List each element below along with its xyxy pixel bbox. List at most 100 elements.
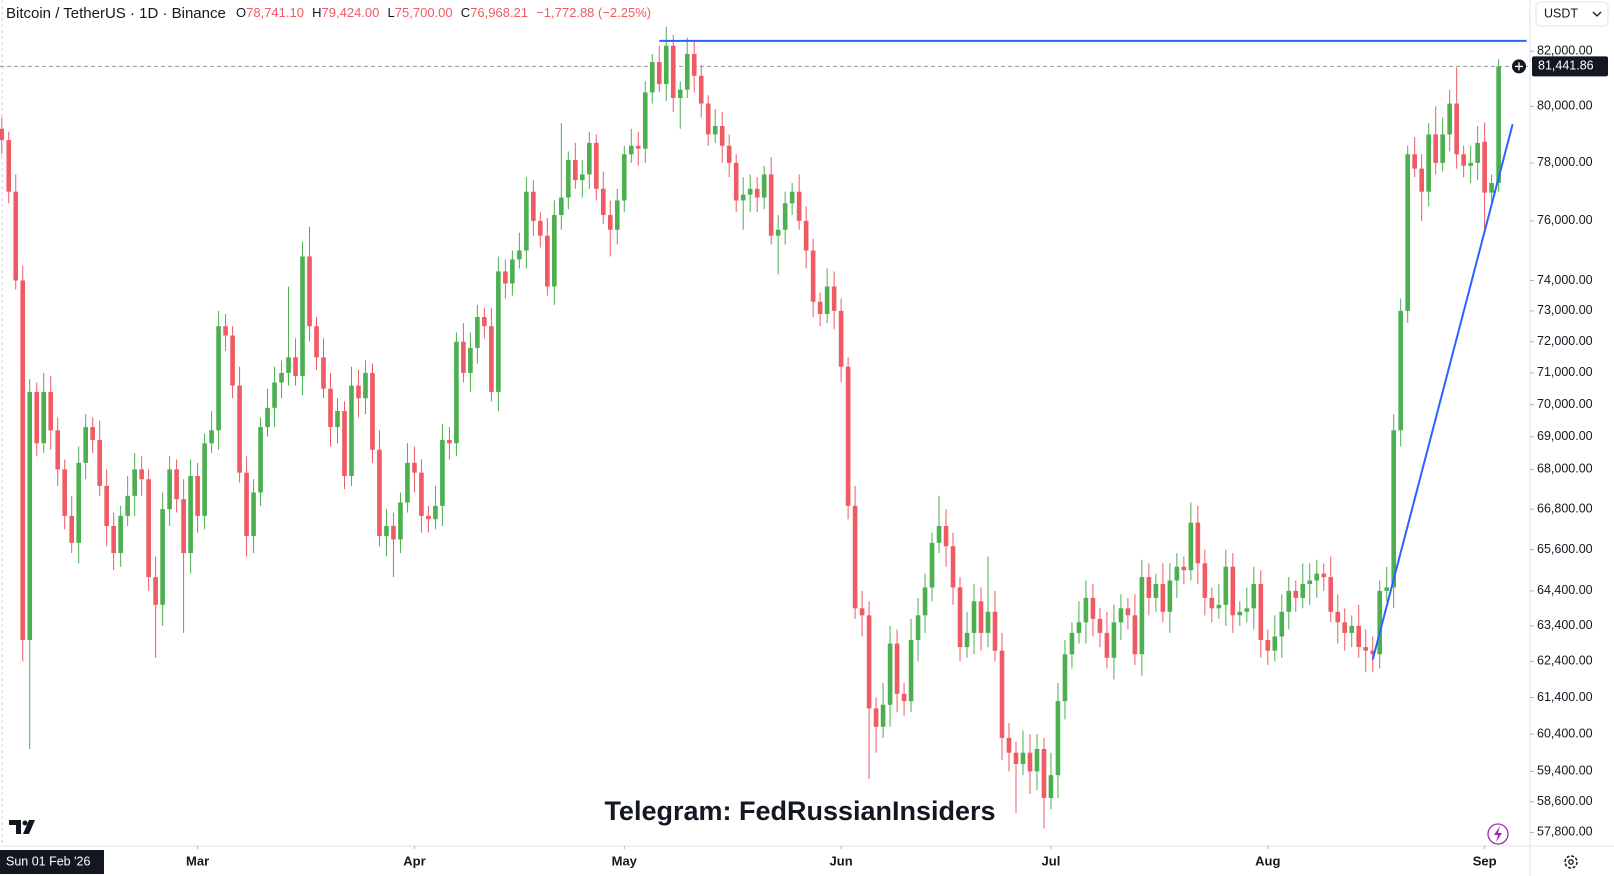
candle-body (586, 142, 592, 175)
gear[interactable] (1564, 855, 1578, 869)
candle-body (314, 326, 319, 358)
candle-body (167, 469, 172, 510)
candle-body (1090, 597, 1096, 619)
candle-body (670, 45, 676, 98)
candle-body (887, 643, 893, 705)
candle-body (929, 542, 935, 588)
candle-body (698, 75, 704, 104)
candle-body (1216, 604, 1222, 609)
candle-body (69, 515, 75, 543)
symbol-title: Bitcoin / TetherUS · 1D · Binance (6, 5, 226, 22)
candle-body (1118, 608, 1124, 623)
candle-body (258, 427, 263, 493)
candle-body (999, 650, 1005, 738)
candle-body (1391, 430, 1397, 588)
candle-body (971, 601, 977, 633)
candle-body (370, 372, 375, 450)
candle-body (419, 472, 424, 516)
candle-body (1482, 141, 1487, 193)
x-tick-label: Sep (1473, 853, 1497, 868)
logo-dot (22, 820, 28, 826)
watermark: Telegram: FedRussianInsiders (604, 796, 995, 826)
candle-body (663, 45, 669, 85)
candle-body (1160, 583, 1166, 612)
gear-center[interactable] (1568, 859, 1574, 865)
y-tick-label: 82,000.00 (1537, 43, 1593, 57)
legend-value: 78,741.10 (246, 5, 304, 20)
candle-body (880, 704, 886, 727)
y-tick-label: 71,000.00 (1537, 365, 1593, 379)
candle-body (1251, 583, 1257, 609)
candle-body (1069, 632, 1075, 655)
candle-body (1013, 752, 1019, 764)
alert-button[interactable] (1487, 823, 1509, 845)
y-tick-label: 59,400.00 (1537, 764, 1593, 778)
y-tick-label: 80,000.00 (1537, 99, 1593, 113)
currency-button[interactable]: USDT (1535, 1, 1609, 27)
candle-body (964, 632, 970, 648)
candle-body (1468, 162, 1473, 166)
y-tick-label: 78,000.00 (1537, 155, 1593, 169)
candle-body (405, 462, 410, 503)
candle-body (1195, 522, 1201, 564)
candle-body (559, 197, 564, 216)
y-tick-label: 66,800.00 (1537, 501, 1593, 515)
candle-body (873, 708, 879, 727)
candle-body (1307, 580, 1313, 584)
candle-body (1349, 625, 1355, 633)
candle-body (1496, 66, 1501, 184)
candle-body (943, 525, 949, 547)
candle-body (510, 259, 515, 284)
candle-body (1237, 611, 1243, 616)
candle-body (34, 391, 40, 444)
y-tick-label: 65,600.00 (1537, 542, 1593, 556)
candle-body (705, 103, 711, 135)
candle-body (866, 615, 872, 709)
candle-body (908, 639, 914, 702)
candle-body (1020, 752, 1026, 764)
candle-body (223, 326, 228, 336)
candle-body (1433, 134, 1438, 163)
candle-body (125, 495, 130, 516)
settings-button[interactable] (1564, 855, 1578, 869)
candle-body (936, 525, 942, 543)
candle-body (195, 475, 200, 516)
candle-body (531, 191, 536, 221)
dropdown-arrow[interactable] (1592, 11, 1602, 17)
candle-body (789, 191, 795, 204)
candle-body (775, 229, 781, 236)
y-tick-label: 62,400.00 (1537, 654, 1593, 668)
candle-body (1426, 134, 1431, 192)
candle-body (412, 462, 417, 473)
candle-body (803, 220, 809, 251)
y-tick-label: 64,400.00 (1537, 583, 1593, 597)
candle-body (545, 235, 550, 287)
last-price-label: 81,441.86 (1538, 59, 1594, 73)
candle-body (321, 357, 326, 389)
candle-body (503, 271, 508, 284)
candle-body (335, 411, 340, 428)
candle-body (426, 515, 431, 520)
candle-body (1475, 142, 1480, 163)
alert-bolt[interactable] (1494, 826, 1502, 842)
y-tick-label: 72,000.00 (1537, 334, 1593, 348)
candle-body (1489, 183, 1494, 193)
candle-body (621, 154, 627, 201)
currency-label[interactable]: USDT (1544, 6, 1578, 20)
candle-body (468, 347, 473, 373)
candle-body (747, 188, 753, 195)
candle-body (1342, 622, 1348, 633)
candle-body (398, 502, 403, 540)
tv-logo (9, 820, 35, 834)
candle-body (489, 326, 494, 392)
candle-body (475, 317, 480, 348)
candle-body (1034, 748, 1040, 772)
candle-body (810, 250, 816, 302)
candle-body (593, 142, 599, 189)
x-tick-label: Aug (1255, 853, 1280, 868)
candle-body (1062, 654, 1068, 702)
legend-key: O (236, 5, 246, 20)
currency-box[interactable] (1535, 1, 1609, 27)
y-tick-label: 61,400.00 (1537, 690, 1593, 704)
